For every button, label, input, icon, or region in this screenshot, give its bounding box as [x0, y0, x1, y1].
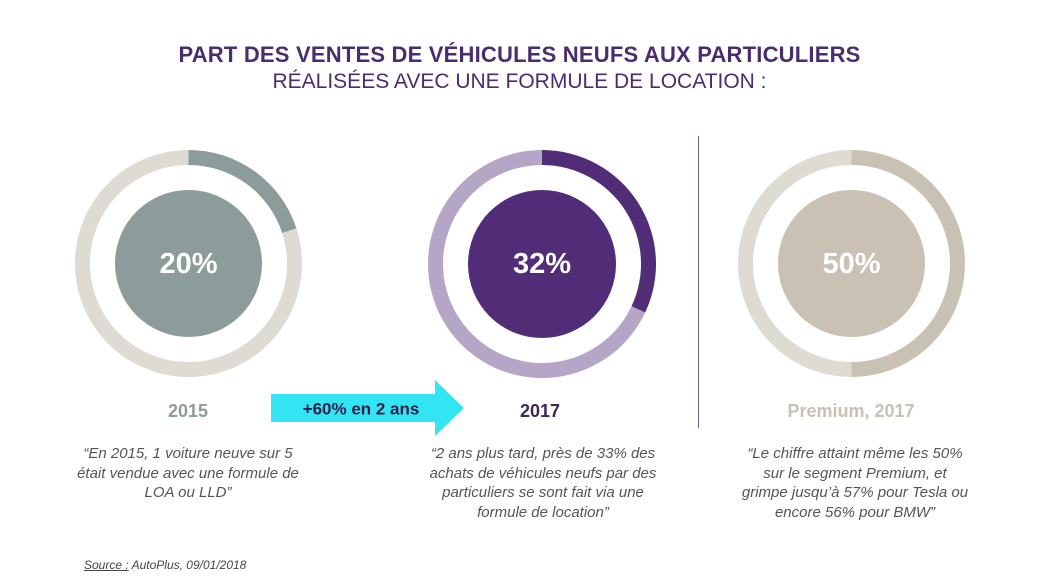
donut-value-label: 20%: [159, 248, 217, 280]
quote-2015: “En 2015, 1 voiture neuve sur 5 était ve…: [77, 445, 299, 501]
chart-subtitle: RÉALISÉES AVEC UNE FORMULE DE LOCATION :: [272, 70, 767, 93]
category-label-2015: 2015: [167, 401, 209, 421]
donut-center-disc: [115, 190, 262, 337]
donut-segment-remainder: [738, 150, 852, 377]
source-text: AutoPlus, 09/01/2018: [128, 558, 247, 572]
donut-center-disc: [468, 190, 616, 338]
category-label-premium-2017: Premium, 2017: [787, 401, 915, 421]
donut-chart-premium-2017: 50%: [738, 150, 965, 377]
donut-value-label: 50%: [822, 248, 880, 280]
donut-segment-value: [188, 150, 297, 234]
arrow-shape: [271, 380, 464, 436]
source-note: Source : AutoPlus, 09/01/2018: [84, 558, 246, 572]
source-label: Source :: [84, 558, 129, 572]
growth-arrow-label: +60% en 2 ans: [303, 400, 420, 419]
donut-chart-2015: 20%: [75, 150, 302, 377]
donut-value-label: 32%: [513, 248, 571, 280]
donut-center-disc: [778, 190, 925, 337]
section-divider: [698, 136, 699, 428]
chart-title: PART DES VENTES DE VÉHICULES NEUFS AUX P…: [178, 42, 861, 67]
donut-segment-value: [542, 150, 656, 313]
quote-premium-2017: “Le chiffre attaint même les 50% sur le …: [741, 445, 969, 521]
growth-arrow: +60% en 2 ans: [271, 380, 464, 436]
donut-chart-2017: 32%: [428, 150, 656, 378]
donut-segment-value: [851, 150, 965, 377]
category-label-2017: 2017: [519, 401, 561, 421]
quote-2017: “2 ans plus tard, près de 33% des achats…: [429, 445, 657, 521]
